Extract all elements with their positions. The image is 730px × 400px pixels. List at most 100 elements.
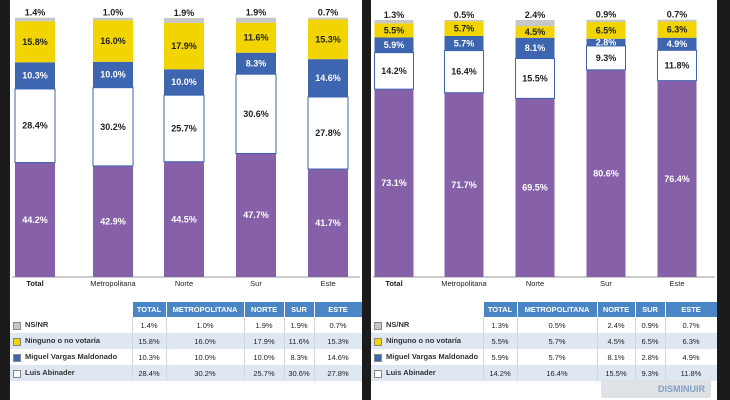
data-label: 30.6% (243, 109, 269, 119)
table-cell: 0.5% (517, 317, 598, 333)
bar-segment (92, 87, 134, 167)
table-row: Ninguno o no votaría 5.5% 5.7% 4.5% 6.5% 6.3% (371, 333, 717, 349)
x-tick-label: Sur (250, 279, 262, 288)
bar-segment (586, 38, 626, 46)
data-label: 5.9% (384, 40, 405, 50)
data-label: 16.4% (451, 67, 477, 77)
bar-segment (586, 69, 626, 277)
table-cell: 10.0% (244, 349, 285, 365)
table-cell: 1.4% (132, 317, 167, 333)
bar-segment (15, 17, 55, 22)
bar-segment (374, 89, 414, 278)
table-cell: 5.9% (483, 349, 518, 365)
x-tick-label: Metropolitana (441, 279, 487, 288)
table-header-row: TOTAL METROPOLITANA NORTE SUR ESTE (10, 302, 362, 317)
x-tick-label: Sur (600, 279, 612, 288)
bar-segment (235, 73, 277, 154)
data-label: 4.9% (667, 39, 688, 49)
right-panel: 73.1% 14.2% 5.9% 5.5% 1.3% Total 71.7% 16.4% 5.7… (371, 0, 717, 400)
table-cell: 8.1% (597, 349, 636, 365)
table-cell: 6.5% (635, 333, 666, 349)
right-data-table: TOTAL METROPOLITANA NORTE SUR ESTE NS/NR… (371, 302, 717, 381)
row-label-cell: Ninguno o no votaría (10, 333, 133, 349)
left-panel: 44.2% 28.4% 10.3% 15.8% 1.4% Total 42.9% 30.2% 1… (10, 0, 362, 400)
data-label: 15.3% (315, 34, 341, 44)
table-cell: 5.7% (517, 349, 598, 365)
bar-segment (93, 17, 133, 21)
bar-segment (444, 50, 484, 94)
x-tick-label: Norte (175, 279, 193, 288)
bar-segment (15, 62, 55, 89)
left-stacked-bar-chart: 44.2% 28.4% 10.3% 15.8% 1.4% Total 42.9% 30.2% 1… (12, 8, 360, 288)
row-label-cell: Ninguno o no votaría (371, 333, 484, 349)
table-cell: 11.6% (284, 333, 315, 349)
x-tick-label: Norte (526, 279, 544, 288)
data-label: 11.8% (664, 60, 689, 70)
data-label: 1.9% (174, 8, 195, 18)
table-header: SUR (284, 302, 315, 317)
bar-segment (374, 52, 414, 90)
table-header-row: TOTAL METROPOLITANA NORTE SUR ESTE (371, 302, 717, 317)
bar-segment (308, 59, 348, 97)
bar-segment (15, 162, 55, 277)
bar-segment (444, 92, 484, 277)
x-tick-label: Metropolitana (90, 279, 136, 288)
table-cell: 9.3% (635, 365, 666, 381)
data-label: 71.7% (451, 180, 477, 190)
table-cell: 10.3% (132, 349, 167, 365)
left-data-table: TOTAL METROPOLITANA NORTE SUR ESTE NS/NR… (10, 302, 362, 381)
right-stacked-bar-chart: 73.1% 14.2% 5.9% 5.5% 1.3% Total 71.7% 16.4% 5.7… (373, 10, 715, 288)
bar-segment (444, 20, 484, 22)
data-label: 42.9% (100, 216, 126, 226)
data-label: 10.0% (100, 70, 126, 80)
bar-segment (307, 96, 349, 170)
x-tick-label: Este (320, 279, 335, 288)
table-cell: 30.2% (166, 365, 245, 381)
data-label: 11.6% (243, 33, 268, 43)
table-header-blank (371, 302, 484, 317)
table-cell: 11.8% (665, 365, 717, 381)
table-cell: 0.9% (635, 317, 666, 333)
data-label: 15.8% (22, 37, 48, 47)
bar-segment (586, 22, 626, 39)
row-label: NS/NR (25, 320, 49, 330)
table-cell: 14.2% (483, 365, 518, 381)
x-tick-label: Total (385, 279, 402, 288)
watermark-button[interactable]: DISMINUIR (601, 380, 711, 398)
data-label: 28.4% (22, 121, 48, 131)
bar-segment (657, 37, 697, 51)
data-label: 2.4% (525, 10, 546, 20)
data-label: 1.9% (246, 8, 267, 18)
table-cell: 6.3% (665, 333, 717, 349)
bar-segment (14, 88, 56, 164)
bar-segment (374, 23, 414, 38)
data-label: 14.6% (315, 73, 341, 83)
table-cell: 5.7% (517, 333, 598, 349)
table-header: NORTE (597, 302, 636, 317)
bar-segment (586, 19, 626, 23)
legend-swatch-icon (374, 337, 382, 346)
data-label: 6.5% (596, 25, 617, 35)
row-label: NS/NR (386, 320, 410, 330)
bar-segment (164, 18, 204, 23)
data-label: 10.0% (171, 77, 197, 87)
legend-swatch-icon (13, 337, 21, 346)
data-label: 1.4% (25, 8, 46, 18)
table-cell: 4.9% (665, 349, 717, 365)
legend-swatch-icon (374, 369, 382, 378)
data-label: 0.7% (667, 10, 688, 20)
bar-segment (657, 19, 697, 22)
data-label: 44.2% (22, 215, 48, 225)
data-label: 10.3% (22, 71, 48, 81)
table-cell: 2.8% (635, 349, 666, 365)
table-header: ESTE (665, 302, 717, 317)
bar-segment (515, 98, 555, 277)
data-label: 5.5% (384, 25, 405, 35)
bar-segment (93, 20, 133, 62)
data-label: 44.5% (171, 214, 197, 224)
table-cell: 5.5% (483, 333, 518, 349)
bar-segment (657, 49, 697, 82)
row-label: Miguel Vargas Maldonado (25, 352, 118, 362)
table-cell: 1.9% (244, 317, 285, 333)
data-label: 8.3% (246, 58, 267, 68)
